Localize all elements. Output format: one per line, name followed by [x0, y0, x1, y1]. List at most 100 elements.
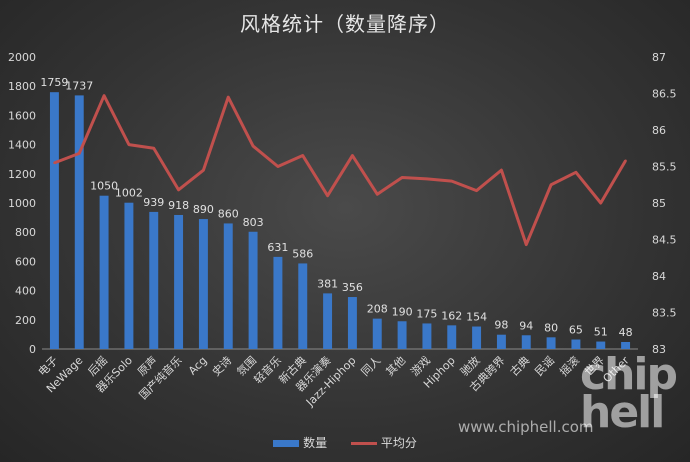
y-left-tick-label: 800: [15, 226, 36, 239]
bar: [298, 263, 308, 349]
score-point: [450, 179, 453, 183]
y-right-tick-label: 87: [652, 51, 666, 64]
y-right-tick-label: 84.5: [652, 234, 677, 247]
y-left-tick-label: 1000: [8, 197, 36, 210]
y-right-tick-label: 86.5: [652, 88, 677, 101]
bar: [596, 341, 606, 349]
score-point: [78, 152, 81, 155]
x-tick-label: 轻音乐: [251, 353, 284, 386]
y-left-tick-label: 0: [29, 343, 36, 356]
bar: [347, 297, 357, 349]
x-tick-label: 同人: [359, 354, 384, 379]
score-point: [102, 94, 106, 97]
bar: [323, 293, 333, 349]
bar-data-label: 1002: [115, 187, 143, 200]
x-tick-label: 古典: [507, 353, 532, 378]
score-point: [351, 154, 354, 157]
bar-data-label: 94: [519, 319, 533, 332]
score-point: [574, 171, 578, 174]
bar-data-label: 860: [218, 207, 239, 220]
y-right-tick-label: 83.5: [652, 307, 677, 320]
score-point: [326, 194, 329, 197]
bar-data-label: 890: [193, 203, 214, 216]
bar-data-label: 356: [342, 281, 363, 294]
score-point: [624, 159, 627, 162]
bar: [621, 341, 631, 349]
score-point: [202, 168, 205, 172]
legend-label-score: 平均分: [380, 436, 417, 450]
bar: [397, 321, 407, 349]
bar: [99, 195, 109, 349]
bar-data-label: 803: [243, 216, 264, 229]
y-right-tick-label: 85.5: [652, 161, 677, 174]
legend-item-count: 数量: [273, 434, 327, 451]
bar-data-label: 175: [416, 307, 437, 320]
score-point: [152, 147, 155, 150]
bar-data-label: 631: [267, 241, 288, 254]
score-point: [549, 183, 553, 186]
score-point: [177, 188, 180, 192]
bar-data-label: 381: [317, 277, 338, 290]
bar-data-label: 1050: [90, 180, 118, 193]
bar-data-label: 918: [168, 199, 189, 212]
bar: [198, 219, 208, 349]
bar: [472, 326, 482, 349]
bar-data-label: 65: [569, 324, 583, 337]
y-left-tick-label: 1600: [8, 109, 36, 122]
bar: [273, 256, 283, 349]
bar-data-label: 586: [292, 247, 313, 260]
y-right-tick-label: 83: [652, 343, 666, 356]
score-point: [400, 176, 404, 179]
y-left-tick-label: 2000: [8, 51, 36, 64]
y-left-tick-label: 600: [15, 255, 36, 268]
bar-data-label: 939: [143, 196, 164, 209]
x-tick-label: 摇滚: [557, 353, 582, 378]
bar: [174, 214, 184, 349]
legend-swatch-line: [350, 442, 377, 445]
x-tick-label: 史诗: [209, 353, 234, 378]
bar-data-label: 51: [594, 326, 608, 339]
bar: [422, 323, 432, 349]
y-right-tick-label: 86: [652, 124, 666, 137]
bar-data-label: 1759: [40, 76, 68, 89]
y-right-tick-label: 84: [652, 270, 666, 283]
bar-data-label: 162: [441, 309, 462, 322]
score-point: [525, 243, 528, 246]
y-left-tick-label: 1400: [8, 139, 36, 152]
x-tick-label: 其他: [383, 354, 408, 379]
bar: [124, 202, 134, 349]
bar-data-label: 80: [544, 321, 558, 334]
bar-data-label: 190: [392, 305, 413, 318]
legend-label-count: 数量: [303, 436, 328, 450]
score-point: [475, 189, 478, 192]
bar: [447, 325, 457, 349]
y-left-tick-label: 1200: [8, 168, 36, 181]
bar: [521, 335, 531, 349]
bar: [223, 223, 233, 349]
chart-title: 风格统计（数量降序）: [240, 12, 450, 36]
legend-item-score: 平均分: [350, 434, 417, 451]
bar: [496, 334, 506, 349]
bar: [571, 339, 581, 349]
score-point: [251, 144, 255, 148]
score-point: [376, 193, 379, 196]
y-left-tick-label: 400: [15, 285, 36, 298]
score-point: [53, 161, 56, 165]
bar-data-label: 208: [367, 303, 388, 316]
score-point: [599, 201, 602, 205]
bar: [49, 92, 59, 349]
bar-data-label: 1737: [65, 79, 93, 92]
score-point: [425, 177, 429, 181]
chart-legend: 数量 平均分: [0, 434, 690, 451]
score-point: [227, 95, 230, 99]
watermark-logo: chip hell: [580, 349, 678, 438]
bar: [149, 211, 159, 349]
y-left-tick-label: 1800: [8, 80, 36, 93]
bar-data-label: 48: [619, 326, 633, 339]
x-tick-label: Acg: [186, 354, 210, 378]
bar: [248, 231, 258, 349]
watermark-url: www.chiphell.com: [458, 418, 594, 436]
score-point: [276, 165, 280, 168]
